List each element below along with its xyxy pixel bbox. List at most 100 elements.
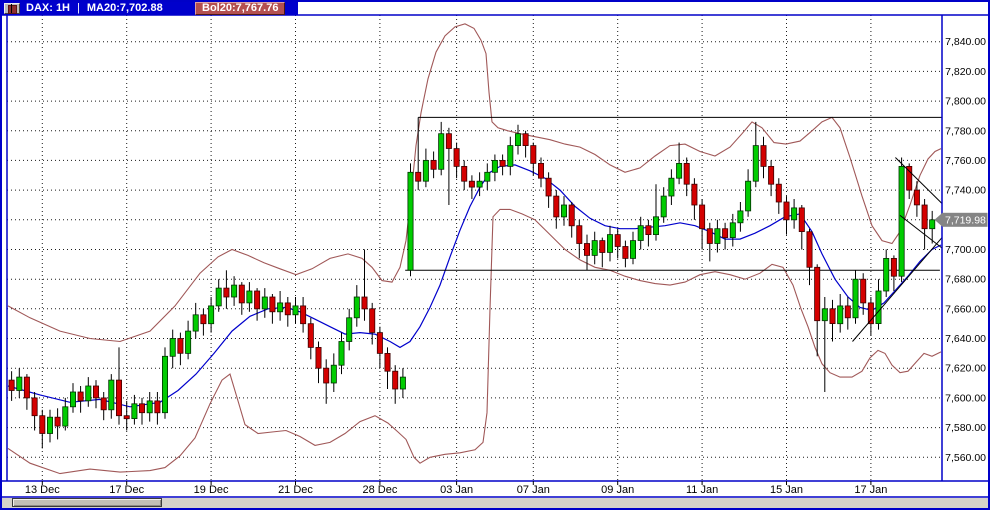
bollinger-value-badge[interactable]: Bol20:7,767.76 xyxy=(195,2,286,15)
x-axis-label: 03 Jan xyxy=(440,484,473,496)
candle-body xyxy=(614,234,621,247)
candle xyxy=(323,359,330,404)
candle xyxy=(737,202,744,232)
candle-body xyxy=(584,243,591,256)
y-axis-label: 7,700.00 xyxy=(945,244,986,256)
candle xyxy=(806,228,813,286)
horizontal-scrollbar[interactable] xyxy=(2,498,988,508)
candle xyxy=(852,270,859,324)
candle xyxy=(484,163,491,191)
candle xyxy=(369,302,376,345)
chart-header-bar: DAX: 1H | MA20:7,702.88 Bol20:7,767.76 xyxy=(2,2,298,15)
candle xyxy=(453,142,460,179)
candle-body xyxy=(729,222,736,239)
candle-body xyxy=(607,234,614,253)
candle xyxy=(637,216,644,250)
x-axis-label: 21 Dec xyxy=(278,484,313,496)
candle xyxy=(545,172,552,208)
candle xyxy=(844,297,851,330)
candle xyxy=(568,202,575,238)
candle-body xyxy=(775,183,782,203)
candle xyxy=(277,291,284,321)
candle-body xyxy=(307,323,314,348)
trend-line[interactable] xyxy=(852,237,943,342)
candle xyxy=(814,264,821,357)
candle xyxy=(415,117,422,191)
candle xyxy=(138,397,145,425)
candle xyxy=(653,184,660,241)
candle-body xyxy=(192,314,199,332)
candle xyxy=(507,136,514,176)
candle xyxy=(875,279,882,330)
candle xyxy=(215,279,222,312)
y-axis-label: 7,620.00 xyxy=(945,363,986,375)
candle-body xyxy=(491,159,498,173)
trend-line[interactable] xyxy=(899,215,943,249)
candle-body xyxy=(461,165,468,182)
x-axis-label: 15 Jan xyxy=(770,484,803,496)
scrollbar-thumb[interactable] xyxy=(12,498,162,507)
candle-body xyxy=(223,287,230,298)
candle xyxy=(108,374,115,419)
candle-body xyxy=(330,364,337,384)
candle-body xyxy=(890,257,897,277)
candle xyxy=(346,308,353,351)
candle xyxy=(438,121,445,176)
instrument-button[interactable] xyxy=(4,3,20,14)
candle-body xyxy=(123,415,130,420)
candle-body xyxy=(913,189,920,206)
candle-body xyxy=(929,219,936,230)
candle-body xyxy=(300,305,307,325)
candle xyxy=(906,163,913,199)
candle-body xyxy=(430,159,437,170)
ma20-line xyxy=(7,164,942,408)
candle-body xyxy=(77,391,84,402)
candle xyxy=(307,317,314,360)
candles xyxy=(8,117,936,449)
candle xyxy=(760,136,767,179)
candle-body xyxy=(70,391,77,408)
candle xyxy=(39,409,46,449)
candle-body xyxy=(338,341,345,366)
candle-body xyxy=(921,204,928,230)
candle-body xyxy=(484,171,491,182)
candle-body xyxy=(530,145,537,164)
candle-body xyxy=(161,355,168,414)
candle-body xyxy=(200,314,207,325)
candle-body xyxy=(62,406,69,427)
candle-body xyxy=(752,145,759,182)
candle-body xyxy=(8,379,15,391)
candle-body xyxy=(323,367,330,384)
candle-body xyxy=(706,228,713,244)
candle-body xyxy=(376,332,383,354)
candle-body xyxy=(169,338,176,357)
candle xyxy=(515,124,522,155)
candle xyxy=(376,326,383,369)
candle-body xyxy=(645,225,652,235)
candle xyxy=(890,255,897,291)
y-axis-label: 7,820.00 xyxy=(945,66,986,78)
candle-body xyxy=(31,397,38,417)
candle xyxy=(392,365,399,404)
candle xyxy=(491,154,498,182)
candle-body xyxy=(346,317,353,342)
candle-body xyxy=(16,376,23,391)
x-axis: 13 Dec 17 Dec 19 Dec 21 Dec 28 Dec 03 Jan 07 J… xyxy=(25,481,887,496)
trend-line[interactable] xyxy=(895,157,943,204)
candle-body xyxy=(814,266,821,322)
bollinger-upper-line xyxy=(7,23,942,343)
candle xyxy=(399,368,406,398)
y-axis: 7,560.00 7,580.00 7,600.00 7,620.00 7,640.00… xyxy=(945,36,986,464)
candle-body xyxy=(898,165,905,277)
candle xyxy=(576,219,583,259)
y-axis-label: 7,660.00 xyxy=(945,303,986,315)
price-tag-body xyxy=(942,212,988,227)
candle-body xyxy=(476,180,483,188)
candle xyxy=(706,222,713,262)
candle xyxy=(31,392,38,431)
candle-body xyxy=(100,397,107,411)
candle xyxy=(798,205,805,250)
candle-body xyxy=(668,177,675,197)
y-axis-label: 7,580.00 xyxy=(945,422,986,434)
